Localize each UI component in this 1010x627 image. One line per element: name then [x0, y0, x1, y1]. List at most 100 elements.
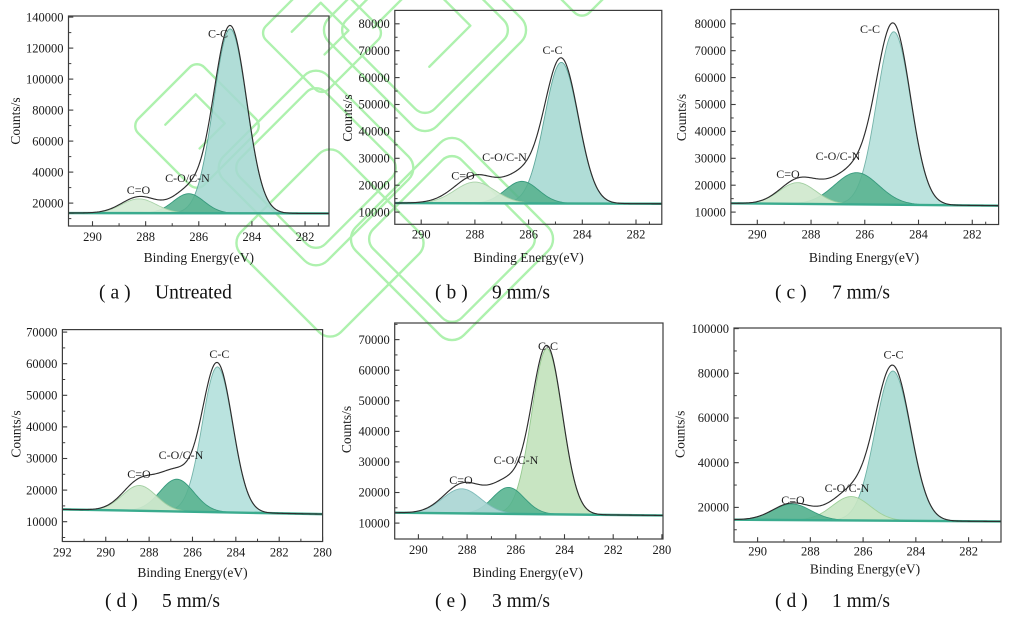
svg-text:C-O/C-N: C-O/C-N: [494, 453, 539, 467]
svg-text:70000: 70000: [358, 333, 389, 347]
svg-text:Counts/s: Counts/s: [340, 94, 355, 141]
svg-text:60000: 60000: [698, 411, 729, 425]
svg-text:C-C: C-C: [860, 22, 880, 36]
svg-text:282: 282: [627, 228, 646, 242]
svg-text:290: 290: [409, 543, 428, 557]
svg-text:Binding Energy(eV): Binding Energy(eV): [473, 565, 583, 580]
svg-text:10000: 10000: [26, 515, 57, 529]
svg-text:Binding Energy(eV): Binding Energy(eV): [809, 250, 919, 265]
svg-text:C-O/C-N: C-O/C-N: [165, 171, 210, 185]
svg-text:286: 286: [183, 546, 202, 560]
svg-text:(c)7 mm/s: (c)7 mm/s: [775, 283, 890, 304]
svg-text:292: 292: [53, 546, 72, 560]
svg-text:Counts/s: Counts/s: [674, 94, 689, 141]
svg-text:(a)Untreated: (a)Untreated: [99, 283, 232, 304]
svg-text:290: 290: [83, 230, 102, 244]
svg-text:60000: 60000: [358, 363, 389, 377]
svg-text:286: 286: [854, 545, 873, 559]
svg-text:10000: 10000: [358, 516, 389, 530]
svg-text:282: 282: [604, 543, 623, 557]
svg-text:290: 290: [412, 228, 431, 242]
svg-text:286: 286: [189, 230, 208, 244]
svg-text:20000: 20000: [698, 501, 729, 515]
svg-text:290: 290: [96, 546, 115, 560]
svg-text:288: 288: [136, 230, 155, 244]
svg-text:284: 284: [226, 546, 246, 560]
svg-text:284: 284: [243, 230, 263, 244]
svg-text:C=O: C=O: [127, 183, 151, 197]
svg-text:C-C: C-C: [542, 43, 562, 57]
svg-text:(d)5 mm/s: (d)5 mm/s: [105, 591, 220, 612]
svg-text:20000: 20000: [359, 178, 390, 192]
svg-text:40000: 40000: [32, 165, 63, 179]
svg-text:C=O: C=O: [781, 493, 805, 507]
svg-text:30000: 30000: [26, 452, 57, 466]
svg-text:20000: 20000: [358, 486, 389, 500]
svg-text:140000: 140000: [26, 10, 64, 24]
svg-text:286: 286: [519, 228, 538, 242]
svg-text:C-O/C-N: C-O/C-N: [482, 150, 527, 164]
svg-text:280: 280: [313, 546, 332, 560]
svg-text:70000: 70000: [26, 325, 57, 339]
svg-text:60000: 60000: [26, 357, 57, 371]
svg-text:120000: 120000: [26, 41, 64, 55]
svg-text:Binding Energy(eV): Binding Energy(eV): [810, 562, 920, 577]
svg-text:290: 290: [748, 228, 767, 242]
svg-text:C=O: C=O: [451, 169, 475, 183]
svg-text:288: 288: [802, 228, 821, 242]
svg-text:Counts/s: Counts/s: [673, 411, 688, 458]
svg-text:Binding Energy(eV): Binding Energy(eV): [137, 565, 247, 580]
svg-text:C-O/C-N: C-O/C-N: [816, 149, 861, 163]
svg-text:80000: 80000: [695, 17, 726, 31]
svg-text:C-O/C-N: C-O/C-N: [159, 448, 204, 462]
svg-text:40000: 40000: [359, 125, 390, 139]
svg-text:80000: 80000: [698, 367, 729, 381]
svg-text:C-C: C-C: [538, 339, 558, 353]
svg-text:70000: 70000: [695, 44, 726, 58]
svg-text:Binding Energy(eV): Binding Energy(eV): [144, 250, 254, 265]
svg-text:286: 286: [855, 228, 874, 242]
svg-text:80000: 80000: [359, 17, 390, 31]
svg-text:20000: 20000: [26, 483, 57, 497]
svg-text:100000: 100000: [26, 72, 64, 86]
svg-text:30000: 30000: [358, 455, 389, 469]
svg-text:C-O/C-N: C-O/C-N: [825, 481, 870, 495]
svg-text:288: 288: [801, 545, 820, 559]
svg-text:C=O: C=O: [776, 167, 800, 181]
svg-text:70000: 70000: [359, 44, 390, 58]
svg-text:Binding Energy(eV): Binding Energy(eV): [473, 250, 583, 265]
svg-text:Counts/s: Counts/s: [8, 97, 23, 144]
svg-text:20000: 20000: [32, 196, 63, 210]
svg-text:282: 282: [959, 545, 978, 559]
svg-text:10000: 10000: [359, 205, 390, 219]
svg-text:40000: 40000: [358, 425, 389, 439]
svg-text:C=O: C=O: [127, 467, 151, 481]
svg-text:C=O: C=O: [449, 473, 473, 487]
svg-text:50000: 50000: [358, 394, 389, 408]
svg-text:282: 282: [296, 230, 315, 244]
svg-text:50000: 50000: [26, 389, 57, 403]
svg-text:10000: 10000: [695, 205, 726, 219]
svg-text:40000: 40000: [695, 125, 726, 139]
svg-text:284: 284: [573, 228, 593, 242]
svg-text:C-C: C-C: [883, 348, 903, 362]
svg-text:Counts/s: Counts/s: [339, 406, 354, 453]
svg-text:286: 286: [506, 543, 525, 557]
svg-text:60000: 60000: [359, 71, 390, 85]
svg-text:20000: 20000: [695, 178, 726, 192]
svg-text:30000: 30000: [695, 152, 726, 166]
svg-text:100000: 100000: [692, 322, 730, 336]
svg-text:C-C: C-C: [208, 27, 228, 41]
svg-text:30000: 30000: [359, 152, 390, 166]
svg-text:282: 282: [270, 546, 289, 560]
svg-text:288: 288: [466, 228, 485, 242]
svg-text:50000: 50000: [695, 98, 726, 112]
svg-text:290: 290: [748, 545, 767, 559]
svg-text:284: 284: [555, 543, 575, 557]
svg-text:(d)1 mm/s: (d)1 mm/s: [775, 591, 890, 612]
svg-text:60000: 60000: [695, 71, 726, 85]
svg-text:C-C: C-C: [209, 347, 229, 361]
svg-text:288: 288: [458, 543, 477, 557]
svg-text:40000: 40000: [26, 420, 57, 434]
svg-text:282: 282: [963, 228, 982, 242]
